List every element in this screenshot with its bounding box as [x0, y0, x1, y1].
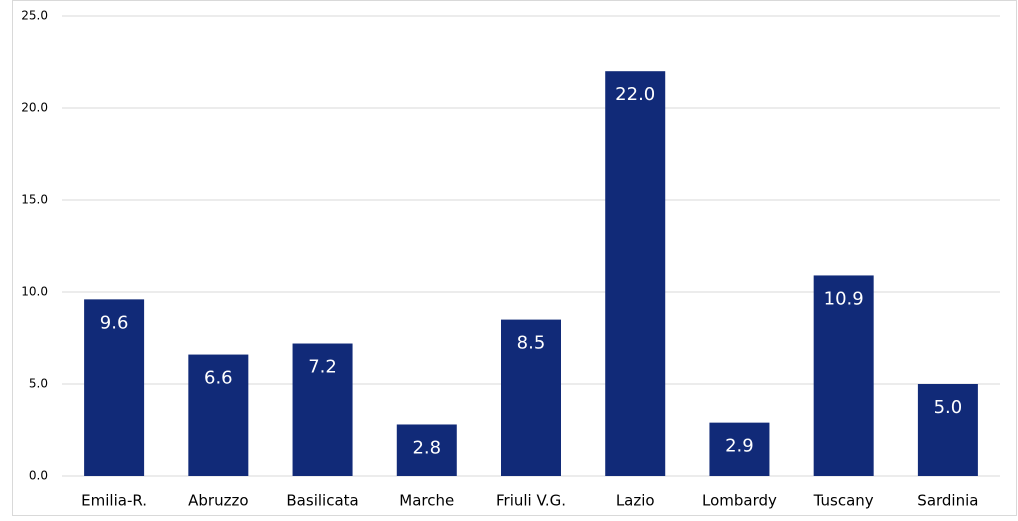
value-label: 7.2 — [308, 357, 337, 378]
y-tick-label: 15.0 — [21, 193, 48, 207]
value-label: 8.5 — [517, 333, 546, 354]
value-label: 2.8 — [412, 437, 441, 458]
bar — [709, 422, 770, 476]
value-label: 2.9 — [725, 436, 754, 457]
y-tick-label: 25.0 — [21, 9, 48, 23]
chart-frame — [12, 0, 1017, 516]
x-tick-label: Marche — [399, 492, 454, 510]
bar — [813, 275, 874, 476]
y-tick-label: 5.0 — [29, 377, 48, 391]
y-tick-label: 20.0 — [21, 101, 48, 115]
value-label: 5.0 — [934, 397, 963, 418]
value-label: 10.9 — [824, 288, 864, 309]
bar — [605, 71, 666, 476]
x-tick-label: Basilicata — [286, 492, 358, 510]
x-tick-label: Lombardy — [702, 492, 777, 510]
bar — [501, 319, 561, 476]
y-tick-label: 0.0 — [29, 469, 48, 483]
x-tick-label: Sardinia — [917, 492, 978, 510]
y-tick-label: 10.0 — [21, 285, 48, 299]
value-label: 9.6 — [100, 312, 129, 333]
bar — [917, 384, 978, 476]
value-label: 22.0 — [615, 84, 655, 105]
bar — [84, 299, 145, 476]
x-tick-label: Tuscany — [813, 492, 874, 510]
x-tick-label: Emilia-R. — [81, 492, 147, 510]
x-tick-label: Lazio — [616, 492, 655, 510]
x-tick-label: Abruzzo — [188, 492, 248, 510]
bar — [188, 354, 249, 476]
bar — [396, 424, 457, 476]
bar — [292, 343, 353, 476]
value-label: 6.6 — [204, 368, 233, 389]
x-tick-label: Friuli V.G. — [496, 492, 566, 510]
